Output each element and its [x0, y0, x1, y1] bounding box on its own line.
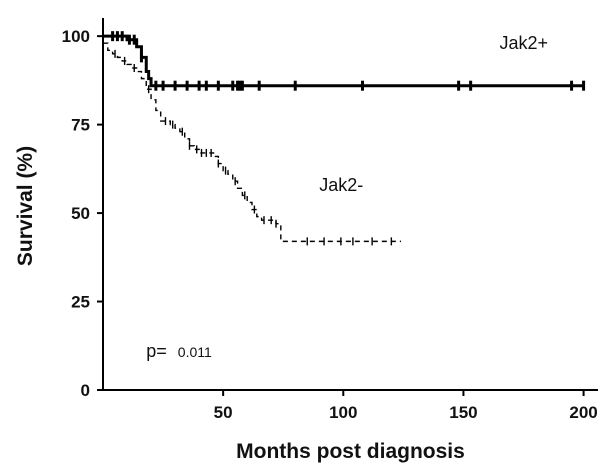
series-label-jak2-positive: Jak2+ — [499, 33, 548, 53]
series-label-jak2-negative: Jak2- — [319, 175, 363, 195]
series-line-jak2-negative — [103, 42, 401, 243]
plot-area — [102, 18, 598, 391]
y-axis-title: Survival (%) — [14, 146, 37, 266]
x-tick-label: 50 — [214, 403, 233, 422]
x-tick-label: 200 — [569, 403, 597, 422]
p-value-annotation: p= 0.011 — [146, 341, 212, 361]
y-tick-label: 75 — [71, 116, 90, 135]
p-value-label: p= — [146, 341, 167, 361]
axis-ticks: 0 25 50 75 100 50 100 150 200 — [62, 27, 598, 422]
y-tick-label: 25 — [71, 293, 90, 312]
x-tick-label: 150 — [449, 403, 477, 422]
p-value-number: 0.011 — [178, 344, 212, 360]
y-tick-label: 100 — [62, 27, 90, 46]
x-tick-label: 100 — [329, 403, 357, 422]
series-lines — [103, 31, 586, 246]
y-tick-label: 0 — [81, 381, 90, 400]
x-axis-title: Months post diagnosis — [236, 440, 465, 463]
y-tick-label: 50 — [71, 204, 90, 223]
